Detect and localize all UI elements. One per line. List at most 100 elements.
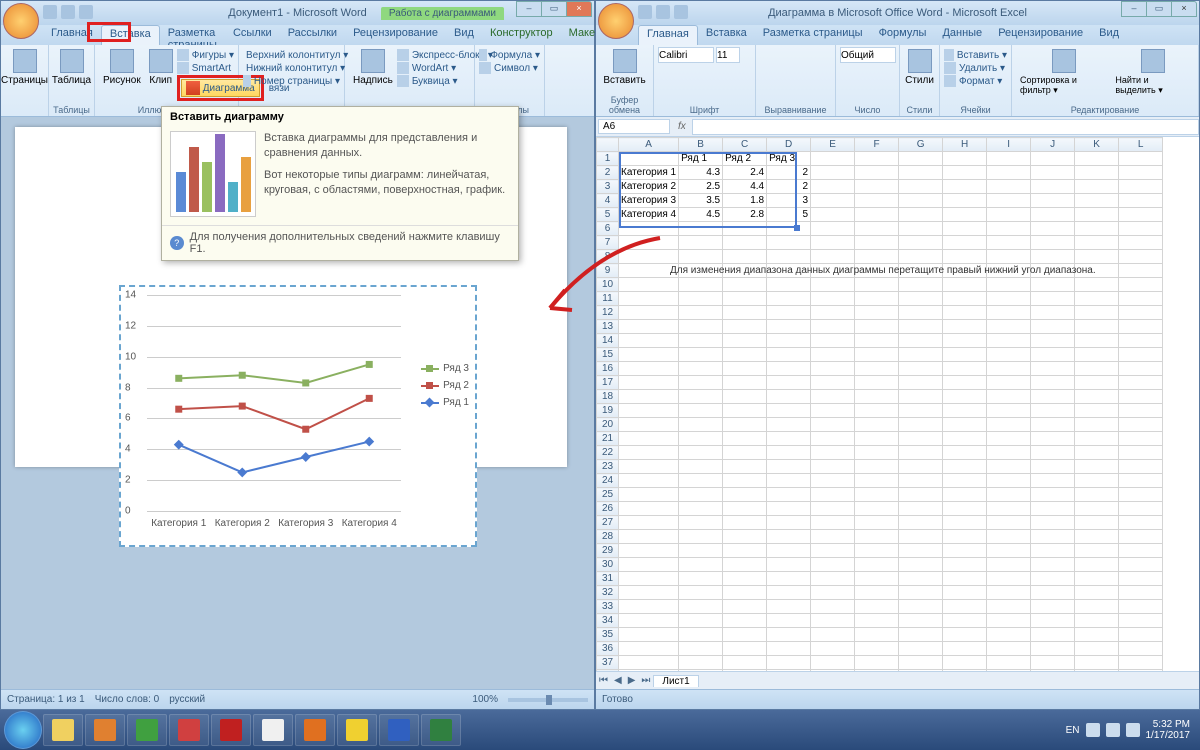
pagenum-button[interactable]: Номер страницы ▾ bbox=[243, 75, 340, 87]
ribbon-tab[interactable]: Вставка bbox=[101, 25, 160, 45]
tooltip-title: Вставить диаграмму bbox=[162, 107, 518, 127]
taskbar-google[interactable] bbox=[253, 714, 293, 746]
ribbon-tab[interactable]: Формулы bbox=[871, 25, 935, 45]
word-titlebar[interactable]: Документ1 - Microsoft Word Работа с диаг… bbox=[1, 1, 594, 25]
pages-button[interactable]: Страницы bbox=[5, 47, 44, 88]
taskbar-excel[interactable] bbox=[421, 714, 461, 746]
sheet-nav-prev[interactable]: ◀ bbox=[611, 675, 625, 686]
maximize-button[interactable]: ▭ bbox=[1146, 1, 1172, 17]
status-words: Число слов: 0 bbox=[95, 694, 159, 705]
word-statusbar: Страница: 1 из 1 Число слов: 0 русский 1… bbox=[1, 689, 594, 709]
help-icon: ? bbox=[170, 236, 184, 250]
fx-icon[interactable]: fx bbox=[672, 121, 692, 132]
status-page: Страница: 1 из 1 bbox=[7, 694, 85, 705]
range-resize-handle[interactable] bbox=[794, 225, 800, 231]
sheet-tab[interactable]: Лист1 bbox=[653, 675, 698, 687]
excel-ribbon: Вставить Буфер обмена Шрифт Выравнивание bbox=[596, 45, 1199, 117]
minimize-button[interactable]: – bbox=[516, 1, 542, 17]
symbol-button[interactable]: Символ ▾ bbox=[479, 62, 540, 74]
paste-button[interactable]: Вставить bbox=[600, 47, 649, 88]
ribbon-tab[interactable]: Данные bbox=[934, 25, 990, 45]
taskbar-word[interactable] bbox=[379, 714, 419, 746]
font-name-input[interactable] bbox=[658, 47, 714, 63]
ribbon-tab[interactable]: Вставка bbox=[698, 25, 755, 45]
maximize-button[interactable]: ▭ bbox=[541, 1, 567, 17]
tray-clock[interactable]: 5:32 PM 1/17/2017 bbox=[1146, 719, 1191, 741]
taskbar-explorer[interactable] bbox=[43, 714, 83, 746]
excel-titlebar[interactable]: Диаграмма в Microsoft Office Word - Micr… bbox=[596, 1, 1199, 25]
word-ribbon-tabs: ГлавнаяВставкаРазметка страницыСсылкиРас… bbox=[1, 25, 594, 45]
taskbar-wmp[interactable] bbox=[85, 714, 125, 746]
system-tray[interactable]: EN 5:32 PM 1/17/2017 bbox=[1066, 719, 1196, 741]
ribbon-tab[interactable]: Рецензирование bbox=[990, 25, 1091, 45]
ribbon-tab[interactable]: Вид bbox=[446, 25, 482, 45]
find-select-button[interactable]: Найти и выделить ▾ bbox=[1111, 47, 1194, 98]
font-size-input[interactable] bbox=[716, 47, 740, 63]
chart-object[interactable]: 02468101214Категория 1Категория 2Категор… bbox=[119, 285, 477, 547]
sheet-tabs-bar: ⏮ ◀ ▶ ⏭ Лист1 bbox=[596, 671, 1199, 689]
zoom-slider[interactable] bbox=[508, 698, 588, 702]
excel-ribbon-tabs: ГлавнаяВставкаРазметка страницыФормулыДа… bbox=[596, 25, 1199, 45]
insert-cells-button[interactable]: Вставить ▾ bbox=[944, 49, 1007, 61]
clip-button[interactable]: Клип bbox=[145, 47, 177, 101]
quick-access-toolbar[interactable] bbox=[638, 5, 688, 19]
sort-filter-button[interactable]: Сортировка и фильтр ▾ bbox=[1016, 47, 1111, 98]
sheet-nav-last[interactable]: ⏭ bbox=[638, 675, 653, 686]
worksheet-grid[interactable]: ABCDEFGHIJKL1Ряд 1Ряд 2Ряд 32Категория 1… bbox=[596, 137, 1163, 671]
header-button[interactable]: Верхний колонтитул ▾ bbox=[243, 49, 340, 61]
excel-title: Диаграмма в Microsoft Office Word - Micr… bbox=[768, 7, 1027, 19]
range-hint-text: Для изменения диапазона данных диаграммы… bbox=[670, 265, 1096, 276]
equation-button[interactable]: Формула ▾ bbox=[479, 49, 540, 61]
ribbon-tab[interactable]: Вид bbox=[1091, 25, 1127, 45]
status-zoom: 100% bbox=[472, 694, 498, 705]
number-format[interactable] bbox=[840, 47, 896, 63]
tray-icon[interactable] bbox=[1106, 723, 1120, 737]
ribbon-tab[interactable]: Конструктор bbox=[482, 25, 561, 45]
taskbar-mail[interactable] bbox=[169, 714, 209, 746]
taskbar-record[interactable] bbox=[211, 714, 251, 746]
excel-window: Диаграмма в Microsoft Office Word - Micr… bbox=[595, 0, 1200, 710]
office-button[interactable] bbox=[3, 3, 39, 39]
status-lang: русский bbox=[169, 694, 205, 705]
taskbar-chrome[interactable] bbox=[337, 714, 377, 746]
word-title: Документ1 - Microsoft Word bbox=[228, 7, 366, 19]
start-button[interactable] bbox=[4, 711, 42, 749]
textbox-button[interactable]: Надпись bbox=[349, 47, 397, 88]
sheet-nav-first[interactable]: ⏮ bbox=[596, 675, 611, 686]
worksheet-area[interactable]: ABCDEFGHIJKL1Ряд 1Ряд 2Ряд 32Категория 1… bbox=[596, 137, 1199, 671]
excel-statusbar: Готово bbox=[596, 689, 1199, 709]
windows-taskbar[interactable]: EN 5:32 PM 1/17/2017 bbox=[0, 710, 1200, 750]
taskbar-firefox[interactable] bbox=[295, 714, 335, 746]
ribbon-tab[interactable]: Рассылки bbox=[280, 25, 345, 45]
close-button[interactable]: × bbox=[566, 1, 592, 17]
minimize-button[interactable]: – bbox=[1121, 1, 1147, 17]
tray-lang[interactable]: EN bbox=[1066, 725, 1080, 736]
tray-icon[interactable] bbox=[1126, 723, 1140, 737]
ribbon-tab[interactable]: Главная bbox=[638, 25, 698, 45]
chart-button-tooltip: Вставить диаграмму Вставка диаграммы для… bbox=[161, 106, 519, 261]
format-cells-button[interactable]: Формат ▾ bbox=[944, 75, 1007, 87]
ribbon-tab[interactable]: Разметка страницы bbox=[160, 25, 225, 45]
office-button[interactable] bbox=[598, 3, 634, 39]
table-button[interactable]: Таблица bbox=[53, 47, 90, 88]
close-button[interactable]: × bbox=[1171, 1, 1197, 17]
chart-legend: Ряд 3Ряд 2Ряд 1 bbox=[421, 357, 469, 414]
formula-bar: A6 fx bbox=[596, 117, 1199, 137]
formula-input[interactable] bbox=[692, 119, 1199, 135]
ribbon-tab[interactable]: Ссылки bbox=[225, 25, 280, 45]
quick-access-toolbar[interactable] bbox=[43, 5, 93, 19]
excel-status: Готово bbox=[602, 694, 633, 705]
ribbon-tab[interactable]: Разметка страницы bbox=[755, 25, 871, 45]
sheet-nav-next[interactable]: ▶ bbox=[625, 675, 639, 686]
chart-tools-context: Работа с диаграммами bbox=[381, 7, 504, 20]
styles-button[interactable]: Стили bbox=[904, 47, 935, 88]
ribbon-tab[interactable]: Рецензирование bbox=[345, 25, 446, 45]
ribbon-tab[interactable]: Главная bbox=[43, 25, 101, 45]
tray-icon[interactable] bbox=[1086, 723, 1100, 737]
tooltip-preview bbox=[170, 131, 256, 217]
picture-button[interactable]: Рисунок bbox=[99, 47, 145, 101]
footer-button[interactable]: Нижний колонтитул ▾ bbox=[243, 62, 340, 74]
name-box[interactable]: A6 bbox=[598, 119, 670, 134]
delete-cells-button[interactable]: Удалить ▾ bbox=[944, 62, 1007, 74]
taskbar-utorrent[interactable] bbox=[127, 714, 167, 746]
